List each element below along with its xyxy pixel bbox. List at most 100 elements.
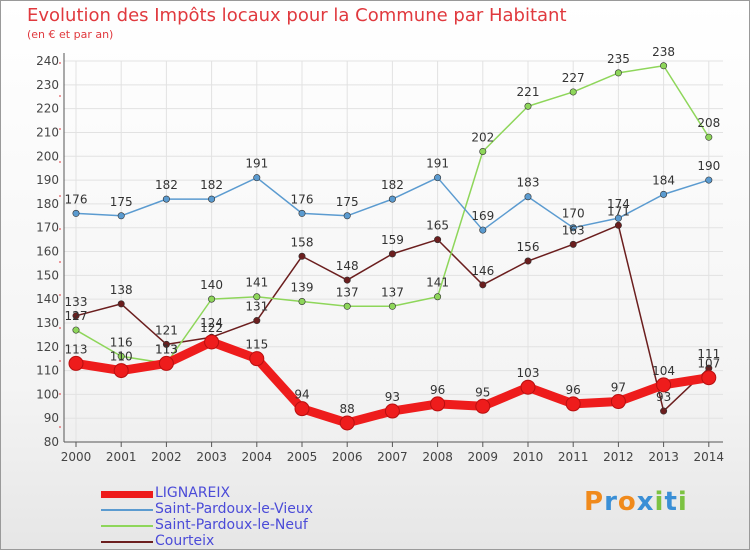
x-tick-label: 2010 <box>513 450 544 464</box>
data-label-lignareix: 107 <box>697 357 720 371</box>
x-tick-label: 2004 <box>242 450 273 464</box>
data-point-saint-pardoux-le-vieux <box>117 212 125 220</box>
data-point-saint-pardoux-le-neuf <box>705 133 713 141</box>
data-label-courteix: 146 <box>471 264 494 278</box>
data-point-courteix <box>524 257 532 265</box>
logo-letter: x <box>636 487 655 517</box>
data-point-saint-pardoux-le-neuf <box>660 62 668 70</box>
legend-swatch-lignareix <box>101 491 153 498</box>
data-label-courteix: 163 <box>562 223 585 237</box>
data-label-saint-pardoux-le-neuf: 140 <box>200 278 223 292</box>
data-point-saint-pardoux-le-neuf <box>388 302 396 310</box>
data-point-courteix <box>388 250 396 258</box>
data-label-saint-pardoux-le-neuf: 141 <box>245 276 268 290</box>
data-label-saint-pardoux-le-vieux: 190 <box>697 159 720 173</box>
data-label-saint-pardoux-le-vieux: 174 <box>607 197 630 211</box>
data-label-saint-pardoux-le-vieux: 175 <box>110 195 133 209</box>
data-label-saint-pardoux-le-vieux: 182 <box>200 178 223 192</box>
data-point-saint-pardoux-le-neuf <box>343 302 351 310</box>
data-label-saint-pardoux-le-vieux: 176 <box>65 192 88 206</box>
data-point-saint-pardoux-le-vieux <box>614 214 622 222</box>
data-point-courteix <box>253 317 261 325</box>
data-point-lignareix <box>68 355 84 371</box>
data-label-saint-pardoux-le-vieux: 191 <box>245 157 268 171</box>
x-tick-label: 2014 <box>694 450 725 464</box>
data-label-lignareix: 94 <box>294 388 309 402</box>
data-label-courteix: 133 <box>65 295 88 309</box>
data-label-courteix: 148 <box>336 259 359 273</box>
data-point-saint-pardoux-le-vieux <box>162 195 170 203</box>
data-label-saint-pardoux-le-neuf: 202 <box>471 130 494 144</box>
data-point-lignareix <box>656 377 672 393</box>
y-tick-label: 170 <box>36 221 59 235</box>
data-point-saint-pardoux-le-vieux <box>253 174 261 182</box>
data-label-saint-pardoux-le-neuf: 238 <box>652 45 675 59</box>
data-label-saint-pardoux-le-neuf: 137 <box>336 285 359 299</box>
data-point-saint-pardoux-le-vieux <box>479 226 487 234</box>
data-point-saint-pardoux-le-vieux <box>705 176 713 184</box>
data-label-courteix: 171 <box>607 204 630 218</box>
logo-letter: i <box>677 487 688 517</box>
data-point-saint-pardoux-le-vieux <box>434 174 442 182</box>
data-point-lignareix <box>565 396 581 412</box>
data-label-saint-pardoux-le-vieux: 183 <box>517 176 540 190</box>
x-tick-label: 2012 <box>603 450 634 464</box>
data-label-lignareix: 122 <box>200 321 223 335</box>
data-point-saint-pardoux-le-neuf <box>434 293 442 301</box>
data-label-saint-pardoux-le-vieux: 176 <box>291 192 314 206</box>
data-label-saint-pardoux-le-vieux: 191 <box>426 157 449 171</box>
data-point-lignareix <box>204 334 220 350</box>
y-tick-label: 190 <box>36 173 59 187</box>
legend-label-lignareix: LIGNAREIX <box>155 485 231 501</box>
legend-label-saint-pardoux-le-neuf: Saint-Pardoux-le-Neuf <box>155 517 308 533</box>
data-label-lignareix: 103 <box>517 366 540 380</box>
data-label-lignareix: 88 <box>340 402 355 416</box>
data-point-saint-pardoux-le-vieux <box>524 193 532 201</box>
data-label-lignareix: 110 <box>110 350 133 364</box>
data-point-courteix <box>72 312 80 320</box>
data-label-courteix: 121 <box>155 323 178 337</box>
data-label-courteix: 138 <box>110 283 133 297</box>
x-tick-label: 2008 <box>422 450 453 464</box>
data-label-courteix: 93 <box>656 390 671 404</box>
legend-swatch-saint-pardoux-le-vieux <box>101 509 153 511</box>
logo-letter: i <box>654 487 665 517</box>
legend-swatch-saint-pardoux-le-neuf <box>101 525 153 527</box>
y-tick-label: 90 <box>44 411 59 425</box>
y-tick-label: 230 <box>36 78 59 92</box>
data-label-saint-pardoux-le-vieux: 182 <box>155 178 178 192</box>
data-label-lignareix: 96 <box>566 383 581 397</box>
logo-letter: r <box>604 487 618 517</box>
y-tick-label: 150 <box>36 268 59 282</box>
data-point-lignareix <box>520 379 536 395</box>
data-point-lignareix <box>113 363 129 379</box>
data-point-saint-pardoux-le-vieux <box>569 224 577 232</box>
data-point-courteix <box>434 236 442 244</box>
x-tick-label: 2003 <box>196 450 227 464</box>
y-tick-label: 80 <box>44 435 59 449</box>
y-tick-label: 130 <box>36 316 59 330</box>
proxiti-logo: Proxiti <box>584 487 688 517</box>
data-label-lignareix: 95 <box>475 385 490 399</box>
data-point-courteix <box>660 407 668 415</box>
legend-label-courteix: Courteix <box>155 533 215 549</box>
data-point-saint-pardoux-le-neuf <box>208 295 216 303</box>
data-label-courteix: 159 <box>381 233 404 247</box>
data-point-courteix <box>343 276 351 284</box>
data-label-saint-pardoux-le-vieux: 184 <box>652 173 675 187</box>
x-tick-label: 2013 <box>648 450 679 464</box>
x-tick-label: 2007 <box>377 450 408 464</box>
legend-label-saint-pardoux-le-vieux: Saint-Pardoux-le-Vieux <box>155 501 313 517</box>
data-point-lignareix <box>475 398 491 414</box>
data-point-saint-pardoux-le-vieux <box>208 195 216 203</box>
data-label-lignareix: 97 <box>611 381 626 395</box>
data-point-lignareix <box>294 401 310 417</box>
data-point-lignareix <box>610 394 626 410</box>
data-label-lignareix: 104 <box>652 364 675 378</box>
y-tick-label: 160 <box>36 245 59 259</box>
data-label-courteix: 156 <box>517 240 540 254</box>
y-tick-label: 110 <box>36 364 59 378</box>
logo-letter: t <box>664 487 678 517</box>
data-point-saint-pardoux-le-neuf <box>524 102 532 110</box>
